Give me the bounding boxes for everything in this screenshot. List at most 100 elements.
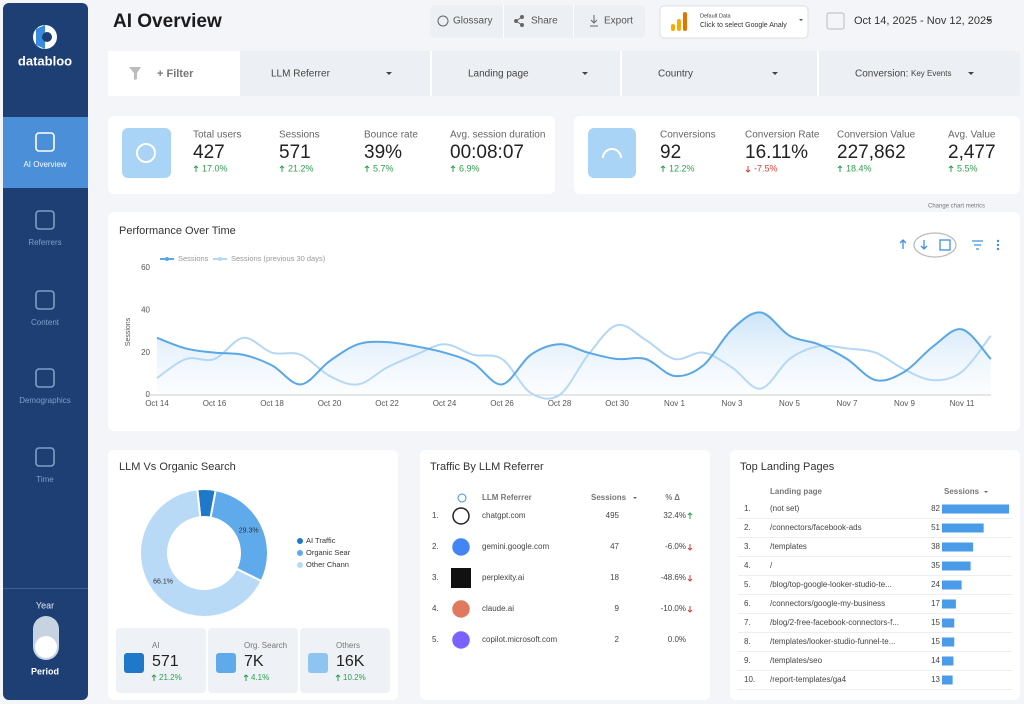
trend-arrow bbox=[687, 512, 693, 519]
kpi-label: Conversions bbox=[660, 130, 716, 141]
referrer-sessions: 495 bbox=[606, 511, 620, 520]
stat-icon bbox=[216, 653, 236, 673]
x-tick-label: Nov 1 bbox=[664, 399, 685, 408]
pie-slice bbox=[139, 488, 263, 618]
nav-item[interactable]: Content bbox=[31, 318, 60, 327]
nav-item[interactable]: Demographics bbox=[19, 396, 71, 405]
brand-name: databloo bbox=[18, 53, 72, 68]
calendar-icon bbox=[826, 12, 845, 30]
sessions-value: 51 bbox=[931, 523, 940, 532]
sessions-bar bbox=[942, 561, 971, 571]
stat-label: Org. Search bbox=[244, 641, 287, 650]
column-header: Sessions bbox=[591, 493, 627, 502]
kpi-label: Avg. session duration bbox=[450, 130, 545, 141]
kpi-card bbox=[108, 116, 555, 194]
x-tick-label: Oct 24 bbox=[433, 399, 457, 408]
row-rank: 2. bbox=[432, 542, 439, 551]
row-rank: 1. bbox=[744, 504, 751, 513]
x-tick-label: Oct 28 bbox=[548, 399, 572, 408]
nav-item[interactable]: Referrers bbox=[28, 238, 61, 247]
legend-label: Other Chann bbox=[306, 560, 349, 569]
kpi-label: Total users bbox=[193, 130, 241, 141]
referrer-change: 32.4% bbox=[663, 511, 686, 520]
legend-swatch bbox=[165, 257, 169, 261]
header-button[interactable]: Export bbox=[604, 16, 633, 27]
sessions-bar bbox=[942, 675, 953, 685]
referrer-change: -48.6% bbox=[661, 573, 686, 582]
nav-item[interactable]: AI Overview bbox=[23, 160, 66, 169]
caret bbox=[582, 72, 588, 75]
x-tick-label: Oct 22 bbox=[375, 399, 399, 408]
card-title: Traffic By LLM Referrer bbox=[430, 461, 544, 473]
kpi-change: 6.9% bbox=[459, 163, 480, 173]
date-range[interactable]: Oct 14, 2025 - Nov 12, 2025 bbox=[854, 15, 992, 27]
kpi-change: -7.5% bbox=[754, 163, 778, 173]
filter-dropdown[interactable]: Country bbox=[658, 69, 693, 80]
legend-label: AI Traffic bbox=[306, 536, 336, 545]
kpi-label: Conversion Value bbox=[837, 130, 916, 141]
kpi-change: 5.7% bbox=[373, 163, 394, 173]
x-tick-label: Nov 7 bbox=[837, 399, 858, 408]
y-tick-label: 60 bbox=[141, 263, 150, 272]
filter-icon bbox=[129, 67, 141, 80]
sessions-bar bbox=[942, 504, 1009, 514]
referrer-logo bbox=[451, 568, 471, 588]
x-tick-label: Oct 14 bbox=[145, 399, 169, 408]
legend-swatch bbox=[297, 550, 303, 556]
kpi-label: Sessions bbox=[279, 130, 320, 141]
kpi-label: Bounce rate bbox=[364, 130, 418, 141]
card-title: Top Landing Pages bbox=[740, 461, 835, 473]
filter-value: Key Events bbox=[911, 69, 951, 78]
referrer-sessions: 9 bbox=[615, 604, 620, 613]
row-rank: 6. bbox=[744, 599, 751, 608]
x-tick-label: Oct 30 bbox=[605, 399, 629, 408]
menu-icon[interactable] bbox=[996, 239, 1000, 251]
ga-icon bbox=[671, 12, 687, 31]
filter-bar bbox=[108, 51, 1020, 96]
trend-arrow bbox=[151, 674, 157, 681]
x-tick-label: Nov 11 bbox=[950, 399, 975, 408]
kpi-value: 571 bbox=[279, 142, 311, 163]
trend-arrow bbox=[687, 575, 693, 582]
kpi-change: 18.4% bbox=[846, 163, 872, 173]
caret bbox=[968, 72, 974, 75]
sessions-bar bbox=[942, 580, 962, 590]
sessions-value: 14 bbox=[931, 656, 940, 665]
sessions-bar bbox=[942, 542, 974, 552]
trend-arrow bbox=[193, 165, 199, 172]
trend-arrow bbox=[687, 606, 693, 613]
landing-page: (not set) bbox=[770, 504, 800, 513]
sessions-bar bbox=[942, 523, 984, 533]
row-rank: 4. bbox=[744, 561, 751, 570]
referrer-logo bbox=[452, 600, 470, 618]
add-filter[interactable] bbox=[108, 51, 240, 96]
nav-icon bbox=[35, 447, 55, 467]
sessions-bar bbox=[942, 656, 954, 666]
referrer-sessions: 2 bbox=[615, 635, 620, 644]
row-rank: 8. bbox=[744, 637, 751, 646]
caret bbox=[986, 19, 992, 22]
nav-icon bbox=[35, 290, 55, 310]
nav-icon bbox=[35, 368, 55, 388]
referrer-name: perplexity.ai bbox=[482, 573, 524, 582]
header-button[interactable]: Share bbox=[531, 16, 558, 27]
trend-arrow bbox=[364, 165, 370, 172]
kpi-value: 00:08:07 bbox=[450, 142, 524, 163]
filter-dropdown[interactable]: LLM Referrer bbox=[271, 69, 331, 80]
header-button[interactable]: Glossary bbox=[453, 16, 492, 27]
y-tick-label: 20 bbox=[141, 348, 150, 357]
referrer-change: -6.0% bbox=[665, 542, 686, 551]
column-header: Sessions bbox=[944, 487, 980, 496]
nav-item[interactable]: Time bbox=[36, 475, 54, 484]
kpi-change: 12.2% bbox=[669, 163, 695, 173]
referrer-name: claude.ai bbox=[482, 604, 514, 613]
stat-value: 7K bbox=[244, 653, 264, 670]
chart-title: Performance Over Time bbox=[119, 225, 236, 237]
sort-icon bbox=[633, 497, 637, 499]
data-source[interactable] bbox=[659, 5, 809, 39]
sessions-value: 15 bbox=[931, 618, 940, 627]
filter-dropdown[interactable]: Landing page bbox=[468, 69, 529, 80]
referrer-name: gemini.google.com bbox=[482, 542, 549, 551]
landing-page: /templates/seo bbox=[770, 656, 823, 665]
sessions-value: 38 bbox=[931, 542, 940, 551]
